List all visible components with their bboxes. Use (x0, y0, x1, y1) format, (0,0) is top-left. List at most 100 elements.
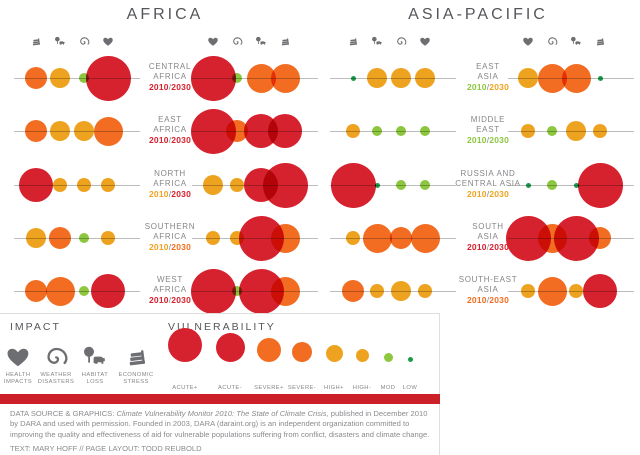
level-dot (383, 353, 393, 362)
region-name: RUSSIA AND CENTRAL ASIA (455, 169, 521, 188)
level-dot (407, 357, 413, 362)
red-divider-bar (0, 394, 440, 404)
bubble-east-asia-2010-habitat (367, 68, 387, 88)
region-years: 2010/2030 (149, 294, 191, 305)
region-label-north-africa: NORTH AFRICA 2010/2030 (149, 169, 191, 199)
bubble-central-africa-2010-economic (25, 67, 47, 89)
spiral-icon (38, 345, 74, 369)
impact-legend-economic-stress-icon: ECONOMIC STRESS (118, 345, 153, 386)
habitat-loss-icon (372, 36, 383, 47)
bubble-east-africa-2030-economic (268, 114, 302, 148)
bubble-west-africa-2030-economic (270, 276, 300, 306)
heart-icon (523, 36, 534, 47)
region-name: SOUTH ASIA (472, 222, 504, 241)
region-years: 2010/2030 (467, 188, 509, 199)
level-label: SEVERE+ (254, 385, 284, 391)
bubble-middle-east-2030-health (521, 124, 535, 138)
bubble-central-africa-2030-economic (270, 63, 300, 93)
bubble-north-africa-2030-health (203, 175, 223, 195)
economic-stress-icon (31, 36, 42, 47)
impact-label: HABITAT LOSS (81, 372, 109, 385)
region-years: 2010/2030 (149, 241, 191, 252)
axis-russia-and-central-asia-2030 (508, 185, 634, 186)
region-label-russia-and-central-asia: RUSSIA AND CENTRAL ASIA 2010/2030 (455, 169, 520, 199)
bubble-middle-east-2030-economic (593, 124, 607, 138)
bubble-south-east-asia-2010-weather (391, 281, 411, 301)
bubble-east-asia-2030-economic (597, 75, 603, 81)
impact-legend-spiral-icon: WEATHER DISASTERS (38, 345, 74, 386)
region-years: 2010/2030 (467, 81, 509, 92)
vulnerability-level-ACUTE+: ACUTE+ (163, 328, 207, 391)
impact-label: HEALTH IMPACTS (3, 372, 33, 385)
region-name: NORTH AFRICA (153, 169, 187, 188)
axis-middle-east-2010 (330, 131, 456, 132)
economic-stress-icon (595, 36, 606, 47)
bubble-south-east-asia-2030-habitat (569, 284, 583, 298)
region-label-central-africa: CENTRAL AFRICA 2010/2030 (149, 62, 191, 92)
bubble-west-africa-2010-economic (25, 280, 47, 302)
axis-central-africa-2010 (14, 78, 140, 79)
spiral-icon (232, 36, 243, 47)
bubble-south-asia-2030-economic (589, 227, 611, 249)
bubble-russia-and-central-asia-2010-economic (330, 162, 376, 208)
heart-icon (208, 36, 219, 47)
bubble-north-africa-2010-weather (77, 178, 91, 192)
bubble-south-asia-2010-habitat (362, 223, 392, 253)
bubble-east-asia-2010-economic (350, 75, 356, 81)
level-label: SEVERE- (287, 385, 317, 391)
impact-label: ECONOMIC STRESS (118, 372, 154, 385)
bubble-russia-and-central-asia-2010-weather (396, 180, 406, 190)
bubble-south-east-asia-2010-health (418, 284, 432, 298)
region-label-south-east-asia: SOUTH-EAST ASIA 2010/2030 (459, 275, 518, 305)
bubble-east-asia-2010-weather (391, 68, 411, 88)
bubble-south-east-asia-2030-economic (583, 274, 617, 308)
bubble-east-asia-2010-health (415, 68, 435, 88)
region-name: CENTRAL AFRICA (148, 62, 192, 81)
region-years: 2010/2030 (467, 294, 509, 305)
bubble-southern-africa-2030-economic (270, 223, 300, 253)
economic-stress-icon (280, 36, 291, 47)
bubble-russia-and-central-asia-2010-habitat (374, 182, 380, 188)
bubble-south-asia-2010-economic (346, 231, 360, 245)
region-label-southern-africa: SOUTHERN AFRICA 2010/2030 (145, 222, 196, 252)
impact-legend-title: IMPACT (10, 321, 61, 333)
level-label: ACUTE- (218, 385, 242, 391)
region-name: WEST AFRICA (153, 275, 187, 294)
bubble-south-east-asia-2030-weather (537, 276, 567, 306)
region-label-south-asia: SOUTH ASIA 2010/2030 (467, 222, 509, 252)
bubble-southern-africa-2010-economic (26, 228, 46, 248)
axis-west-africa-2010 (14, 291, 140, 292)
source-title: Climate Vulnerability Monitor 2010: The … (116, 409, 329, 418)
impact-legend-heart-icon: HEALTH IMPACTS (4, 345, 32, 386)
vulnerability-level-SEVERE-: SEVERE- (280, 342, 324, 391)
region-name: SOUTH-EAST ASIA (458, 275, 518, 294)
habitat-loss-icon (256, 36, 267, 47)
vulnerability-level-ACUTE-: ACUTE- (208, 333, 252, 391)
level-label: HIGH- (352, 385, 372, 391)
bubble-east-asia-2030-health (518, 68, 538, 88)
bubble-central-africa-2030-weather (232, 73, 242, 83)
spiral-icon (79, 36, 90, 47)
level-dot (168, 328, 202, 362)
level-label: HIGH+ (324, 385, 344, 391)
bubble-north-africa-2010-economic (19, 168, 53, 202)
bubble-middle-east-2010-economic (346, 124, 360, 138)
bubble-south-asia-2010-health (410, 223, 440, 253)
economic-stress-icon (118, 345, 153, 369)
bubble-east-africa-2010-economic (25, 120, 47, 142)
bubble-middle-east-2030-habitat (566, 121, 586, 141)
vulnerability-level-HIGH-: HIGH- (340, 349, 384, 391)
heart-icon (420, 36, 431, 47)
bubble-central-africa-2010-weather (79, 73, 89, 83)
bubble-central-africa-2010-habitat (50, 68, 70, 88)
impact-legend-habitat-loss-icon: HABITAT LOSS (82, 345, 108, 386)
spiral-icon (547, 36, 558, 47)
bubble-west-africa-2030-weather (232, 286, 242, 296)
region-name: SOUTHERN AFRICA (144, 222, 196, 241)
bubble-russia-and-central-asia-2030-health (525, 182, 531, 188)
bubble-southern-africa-2010-health (101, 231, 115, 245)
bubble-russia-and-central-asia-2030-weather (547, 180, 557, 190)
bubble-central-africa-2010-health (85, 55, 131, 101)
bubble-west-africa-2010-weather (79, 286, 89, 296)
habitat-loss-icon (82, 345, 108, 369)
